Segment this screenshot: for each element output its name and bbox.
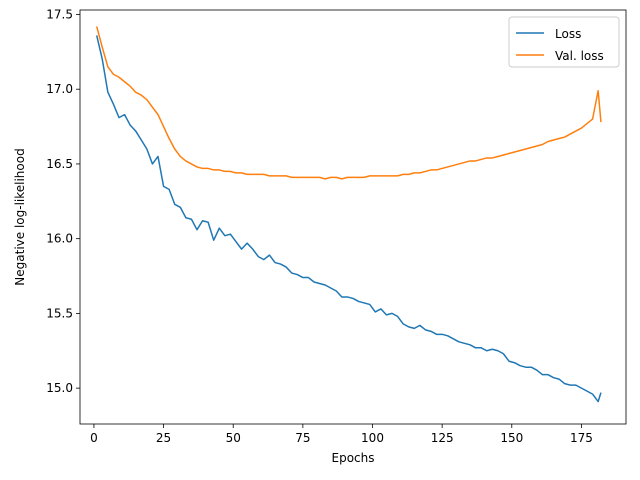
series-line-loss (95, 35, 602, 403)
x-tick-label: 25 (156, 431, 171, 445)
legend-label-loss: Loss (555, 27, 581, 41)
x-tick-label: 50 (226, 431, 241, 445)
x-axis-label: Epochs (332, 451, 375, 465)
legend-label-val-loss: Val. loss (555, 49, 604, 63)
x-tick-label: 0 (90, 431, 98, 445)
y-tick-label: 15.0 (46, 381, 73, 395)
series-line-val-loss (95, 26, 602, 180)
y-axis-label: Negative log-likelihood (13, 148, 27, 285)
x-tick-label: 175 (570, 431, 593, 445)
y-tick-label: 17.0 (46, 82, 73, 96)
x-tick-label: 75 (295, 431, 310, 445)
legend: Loss Val. loss (508, 16, 620, 68)
y-tick-label: 16.0 (46, 232, 73, 246)
y-tick-label: 16.5 (46, 157, 73, 171)
x-axis-ticks: 0 25 50 75 100 125 150 175 (90, 424, 593, 445)
axes-frame (79, 9, 627, 425)
x-tick-label: 150 (500, 431, 523, 445)
y-axis-ticks: 15.0 15.5 16.0 16.5 17.0 17.5 (46, 7, 80, 395)
y-tick-label: 17.5 (46, 7, 73, 21)
x-tick-label: 125 (431, 431, 454, 445)
y-tick-label: 15.5 (46, 306, 73, 320)
plot-lines (95, 26, 602, 403)
x-tick-label: 100 (361, 431, 384, 445)
